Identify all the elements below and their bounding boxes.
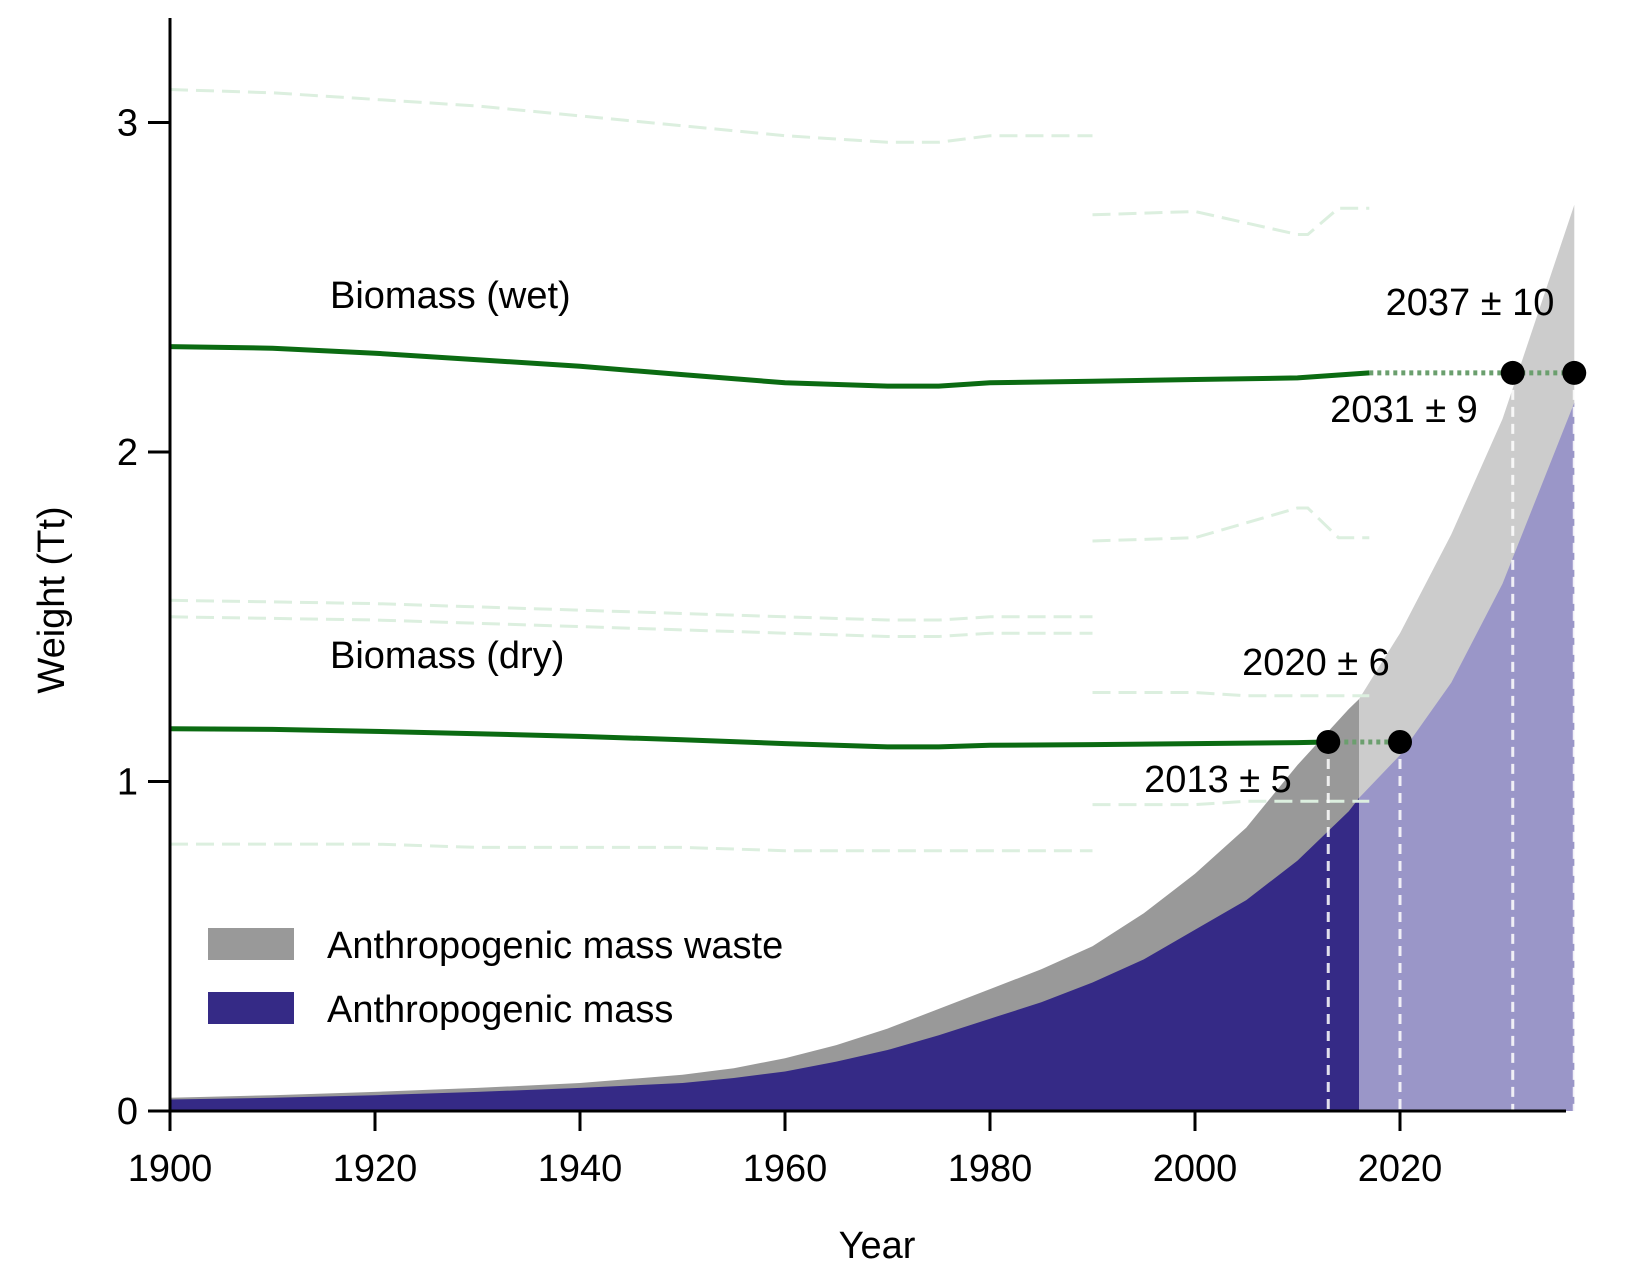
x-tick-label-0: 1900 — [128, 1148, 213, 1190]
crossover-marker-1 — [1500, 360, 1525, 385]
anthropogenic-mass-area-projected — [1359, 402, 1575, 1112]
biomass-series-label-0: Biomass (wet) — [330, 275, 571, 317]
biomass-series-label-1: Biomass (dry) — [330, 635, 564, 677]
uncertainty-line-2 — [1092, 506, 1370, 543]
axes: 0 1 2 3 1900 1920 1940 1960 1980 2000 2020 Year W… — [31, 18, 1566, 1266]
uncertainty-line-1 — [1092, 206, 1370, 236]
y-tick-label-1: 1 — [117, 762, 138, 804]
crossover-markers: 2037 ± 10 2031 ± 9 2020 ± 6 2013 ± 5 — [1144, 282, 1587, 1111]
uncertainty-line-3 — [169, 598, 1093, 622]
uncertainty-lines — [169, 88, 1370, 853]
uncertainty-line-4 — [169, 615, 1093, 638]
x-tick-label-6: 2020 — [1358, 1148, 1443, 1190]
crossover-marker-0 — [1562, 360, 1587, 385]
x-tick-label-4: 1980 — [948, 1148, 1033, 1190]
biomass-line-0 — [169, 344, 1370, 389]
x-tick-label-3: 1960 — [743, 1148, 828, 1190]
crossover-label-1: 2031 ± 9 — [1330, 389, 1478, 431]
y-ticks: 0 1 2 3 — [117, 103, 170, 1133]
crossover-label-2: 2020 ± 6 — [1242, 642, 1390, 684]
x-axis-title: Year — [839, 1225, 916, 1266]
y-axis-title: Weight (Tt) — [31, 506, 73, 693]
uncertainty-line-5 — [1092, 691, 1370, 698]
crossover-label-0: 2037 ± 10 — [1386, 282, 1555, 324]
x-tick-label-5: 2000 — [1153, 1148, 1238, 1190]
biomass-line-1 — [169, 726, 1329, 750]
x-tick-label-1: 1920 — [333, 1148, 418, 1190]
legend-label-waste: Anthropogenic mass waste — [327, 925, 783, 967]
y-tick-label-2: 2 — [117, 432, 138, 474]
uncertainty-line-6 — [1092, 799, 1370, 807]
crossover-marker-3 — [1316, 729, 1341, 754]
y-tick-label-3: 3 — [117, 103, 138, 145]
crossover-marker-2 — [1388, 729, 1412, 754]
uncertainty-line-7 — [170, 842, 1093, 853]
legend-swatch-waste — [208, 928, 294, 960]
legend: Anthropogenic mass waste Anthropogenic m… — [208, 925, 783, 1031]
biomass-lines: Biomass (wet) Biomass (dry) — [169, 275, 1575, 750]
x-tick-label-2: 1940 — [538, 1148, 623, 1190]
legend-swatch-anthropogenic-mass — [208, 992, 294, 1024]
plot-area: Biomass (wet) Biomass (dry) 2037 ± 10 2031… — [169, 88, 1587, 1112]
y-tick-label-0: 0 — [117, 1091, 138, 1133]
uncertainty-line-0 — [169, 88, 1093, 144]
anthropogenic-mass-area — [170, 798, 1359, 1111]
x-ticks: 1900 1920 1940 1960 1980 2000 2020 — [128, 1111, 1443, 1190]
legend-label-anthropogenic-mass: Anthropogenic mass — [327, 989, 673, 1031]
crossover-label-3: 2013 ± 5 — [1144, 759, 1292, 801]
